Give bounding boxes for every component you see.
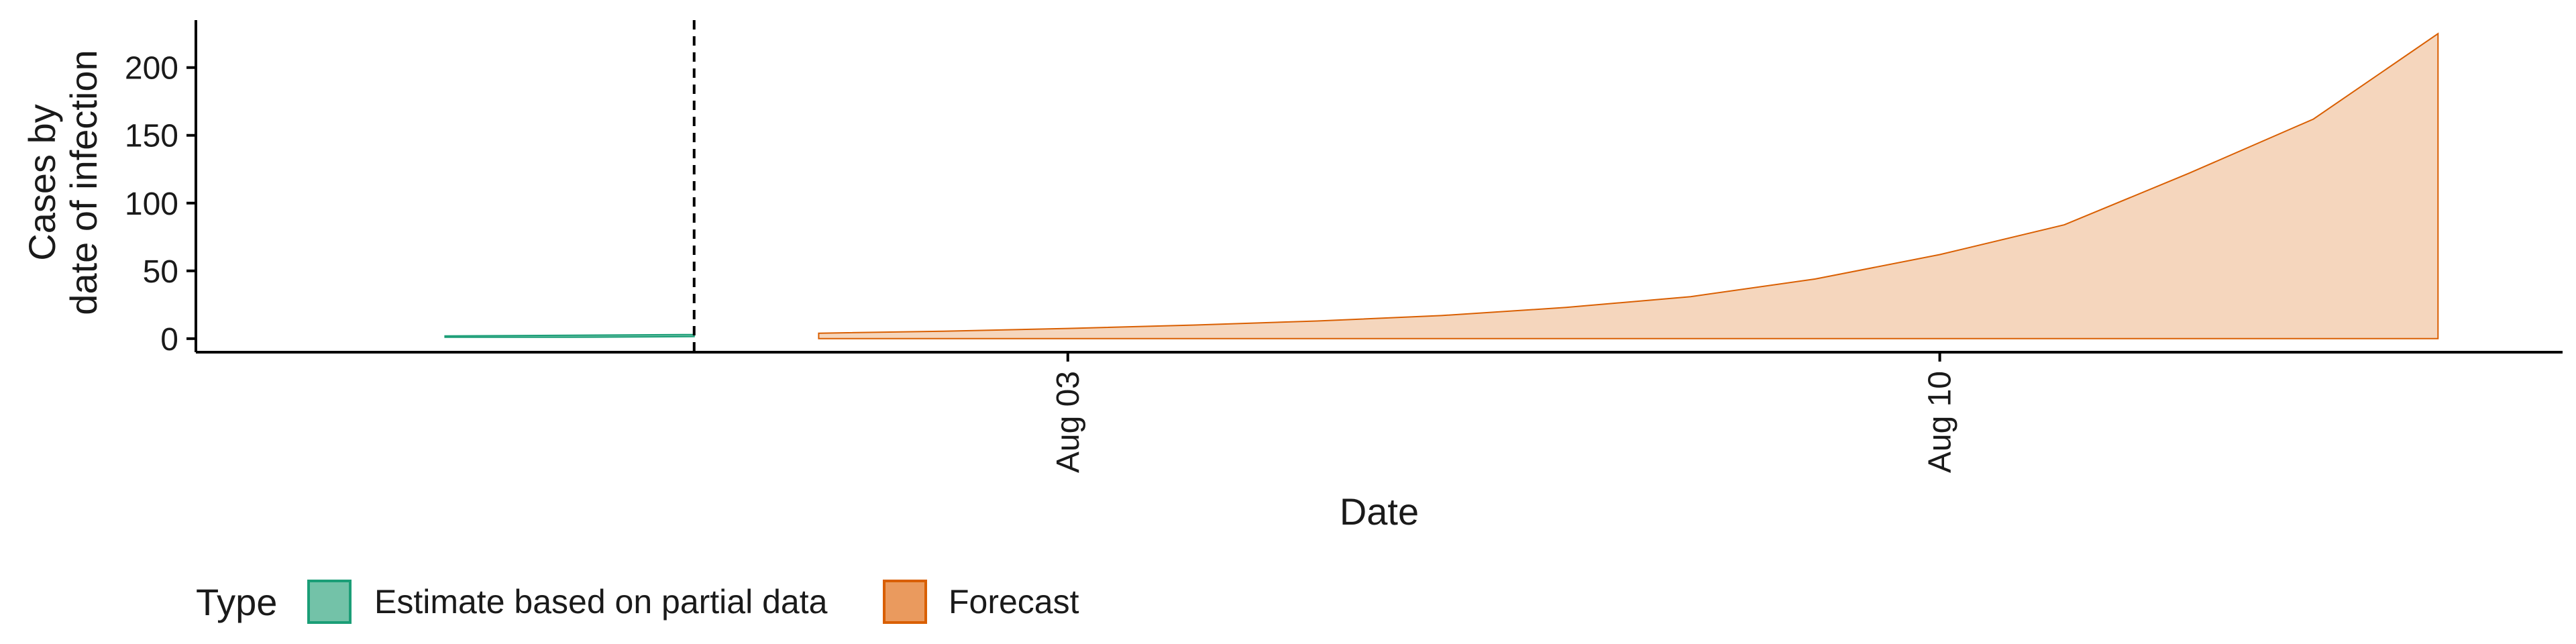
x-tick-label: Aug 03 (1051, 371, 1086, 473)
y-tick-label: 50 (143, 254, 178, 290)
legend-title: Type (196, 581, 277, 623)
legend-key-forecast (884, 581, 926, 623)
area-forecast (818, 32, 2439, 339)
plot-area (444, 32, 2439, 339)
legend-label-estimate: Estimate based on partial data (374, 583, 828, 621)
legend-label-forecast: Forecast (949, 583, 1079, 621)
legend-key-estimate-border (307, 580, 352, 624)
x-tick-label: Aug 10 (1923, 371, 1958, 473)
y-tick-label: 0 (160, 322, 178, 358)
y-tick-label: 200 (125, 51, 178, 87)
legend: Type Estimate based on partial data Fore… (196, 580, 1079, 624)
y-axis-title: Cases by date of infection (21, 50, 105, 315)
x-axis-title: Date (1340, 490, 1419, 533)
area-estimate (444, 333, 695, 338)
legend-key-forecast-border (883, 580, 927, 624)
x-ticks: Aug 03 Aug 10 (1051, 352, 1958, 473)
legend-key-estimate (309, 581, 350, 623)
y-ticks: 0 50 100 150 200 (125, 51, 196, 358)
y-axis-title-line-1: Cases by (21, 104, 63, 260)
y-axis-title-line-2: date of infection (62, 50, 105, 315)
y-tick-label: 100 (125, 186, 178, 222)
y-tick-label: 150 (125, 119, 178, 154)
